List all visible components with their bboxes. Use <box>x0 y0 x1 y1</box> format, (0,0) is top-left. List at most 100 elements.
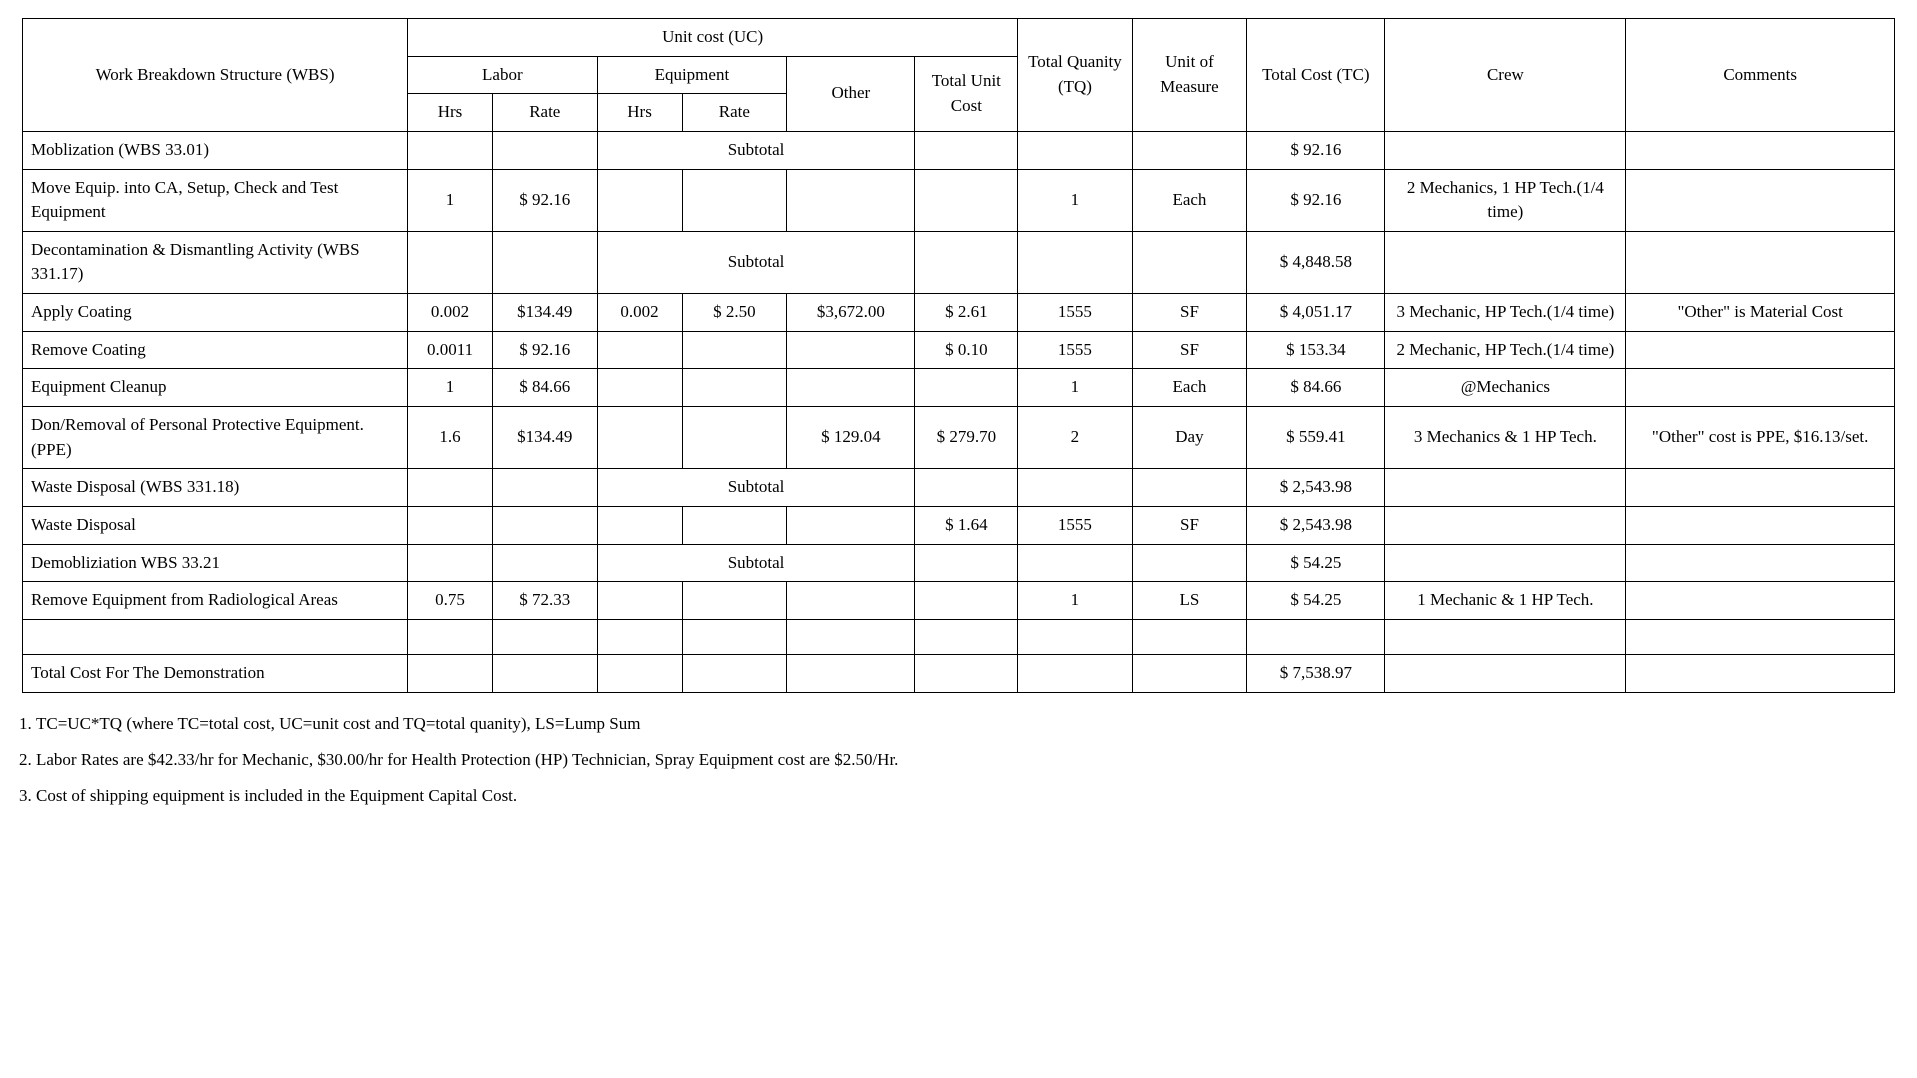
cell-equip-hrs <box>597 506 682 544</box>
footnote-item: TC=UC*TQ (where TC=total cost, UC=unit c… <box>36 711 1895 737</box>
cell-tc: $ 92.16 <box>1247 169 1385 231</box>
cell-comments: "Other" is Material Cost <box>1626 294 1895 332</box>
table-row: Equipment Cleanup1$ 84.661Each$ 84.66@Me… <box>23 369 1895 407</box>
hdr-comments: Comments <box>1626 19 1895 132</box>
cell-tc: $ 153.34 <box>1247 331 1385 369</box>
cell-wbs: Don/Removal of Personal Protective Equip… <box>23 407 408 469</box>
cell-labor-rate: $ 92.16 <box>492 169 597 231</box>
table-row: Waste Disposal$ 1.641555SF$ 2,543.98 <box>23 506 1895 544</box>
hdr-uc: Unit cost (UC) <box>408 19 1018 57</box>
hdr-labor-rate: Rate <box>492 94 597 132</box>
cell-empty <box>915 469 1018 507</box>
cell-tc: $ 7,538.97 <box>1247 654 1385 692</box>
cell-uom: Each <box>1132 169 1247 231</box>
cell-equip-hrs <box>597 582 682 620</box>
table-row: Decontamination & Dismantling Activity (… <box>23 231 1895 293</box>
hdr-crew: Crew <box>1385 19 1626 132</box>
cost-table: Work Breakdown Structure (WBS) Unit cost… <box>22 18 1895 693</box>
cell-empty <box>1018 619 1133 654</box>
cell-empty <box>1247 619 1385 654</box>
cell-uom: SF <box>1132 506 1247 544</box>
cell-labor-hrs: 0.0011 <box>408 331 493 369</box>
cell-uom: Day <box>1132 407 1247 469</box>
cell-wbs: Moblization (WBS 33.01) <box>23 131 408 169</box>
cell-wbs: Equipment Cleanup <box>23 369 408 407</box>
cell-tuc <box>915 169 1018 231</box>
cell-tuc: $ 2.61 <box>915 294 1018 332</box>
cell-tq: 2 <box>1018 407 1133 469</box>
footnote-item: Cost of shipping equipment is included i… <box>36 783 1895 809</box>
cell-empty <box>1626 544 1895 582</box>
cell-wbs: Total Cost For The Demonstration <box>23 654 408 692</box>
cell-tq <box>1018 654 1133 692</box>
cell-labor-hrs <box>408 654 493 692</box>
cell-uom: Each <box>1132 369 1247 407</box>
cell-empty <box>408 231 493 293</box>
cell-empty <box>408 544 493 582</box>
cell-labor-hrs: 0.002 <box>408 294 493 332</box>
cell-wbs: Remove Coating <box>23 331 408 369</box>
cell-crew: 3 Mechanics & 1 HP Tech. <box>1385 407 1626 469</box>
cell-empty <box>915 231 1018 293</box>
cell-other: $3,672.00 <box>787 294 915 332</box>
hdr-labor-hrs: Hrs <box>408 94 493 132</box>
cell-wbs: Apply Coating <box>23 294 408 332</box>
cell-crew: 2 Mechanic, HP Tech.(1/4 time) <box>1385 331 1626 369</box>
cell-empty <box>1132 131 1247 169</box>
cell-wbs: Demobliziation WBS 33.21 <box>23 544 408 582</box>
cell-labor-hrs: 1 <box>408 369 493 407</box>
hdr-other: Other <box>787 56 915 131</box>
cell-tq: 1555 <box>1018 331 1133 369</box>
cell-tuc <box>915 582 1018 620</box>
cell-empty <box>23 619 408 654</box>
cell-empty <box>682 619 787 654</box>
cell-comments <box>1626 169 1895 231</box>
cell-labor-rate: $134.49 <box>492 407 597 469</box>
cell-wbs: Waste Disposal (WBS 331.18) <box>23 469 408 507</box>
cell-equip-rate: $ 2.50 <box>682 294 787 332</box>
hdr-equip-rate: Rate <box>682 94 787 132</box>
cell-labor-rate <box>492 506 597 544</box>
cell-empty <box>492 469 597 507</box>
cell-empty <box>1385 231 1626 293</box>
table-row: Apply Coating0.002$134.490.002$ 2.50$3,6… <box>23 294 1895 332</box>
cell-tq: 1 <box>1018 369 1133 407</box>
cell-comments <box>1626 582 1895 620</box>
cell-empty <box>1385 544 1626 582</box>
cell-subtotal-label: Subtotal <box>597 131 915 169</box>
cell-empty <box>1385 131 1626 169</box>
table-row: Total Cost For The Demonstration $ 7,538.… <box>23 654 1895 692</box>
cell-tc: $ 559.41 <box>1247 407 1385 469</box>
cell-empty <box>1385 619 1626 654</box>
hdr-wbs: Work Breakdown Structure (WBS) <box>23 19 408 132</box>
hdr-equip-hrs: Hrs <box>597 94 682 132</box>
cell-tc: $ 92.16 <box>1247 131 1385 169</box>
cell-equip-rate <box>682 654 787 692</box>
cell-tc: $ 54.25 <box>1247 582 1385 620</box>
cell-empty <box>1132 619 1247 654</box>
cell-labor-rate: $ 72.33 <box>492 582 597 620</box>
cell-comments <box>1626 331 1895 369</box>
table-header: Work Breakdown Structure (WBS) Unit cost… <box>23 19 1895 132</box>
cell-comments <box>1626 654 1895 692</box>
cell-empty <box>1018 231 1133 293</box>
cell-tuc: $ 279.70 <box>915 407 1018 469</box>
hdr-uom: Unit of Measure <box>1132 19 1247 132</box>
cell-empty <box>1626 619 1895 654</box>
cell-other <box>787 331 915 369</box>
cell-crew: 1 Mechanic & 1 HP Tech. <box>1385 582 1626 620</box>
table-row: Demobliziation WBS 33.21Subtotal$ 54.25 <box>23 544 1895 582</box>
cell-tuc <box>915 654 1018 692</box>
cell-tq: 1555 <box>1018 506 1133 544</box>
footnotes: TC=UC*TQ (where TC=total cost, UC=unit c… <box>22 711 1895 810</box>
cell-tuc: $ 0.10 <box>915 331 1018 369</box>
cell-equip-hrs <box>597 654 682 692</box>
cell-other <box>787 169 915 231</box>
cell-empty <box>1132 231 1247 293</box>
cell-empty <box>1626 469 1895 507</box>
cell-tc: $ 54.25 <box>1247 544 1385 582</box>
cell-equip-rate <box>682 169 787 231</box>
cell-labor-rate <box>492 654 597 692</box>
cell-labor-rate: $ 84.66 <box>492 369 597 407</box>
cell-empty <box>915 131 1018 169</box>
